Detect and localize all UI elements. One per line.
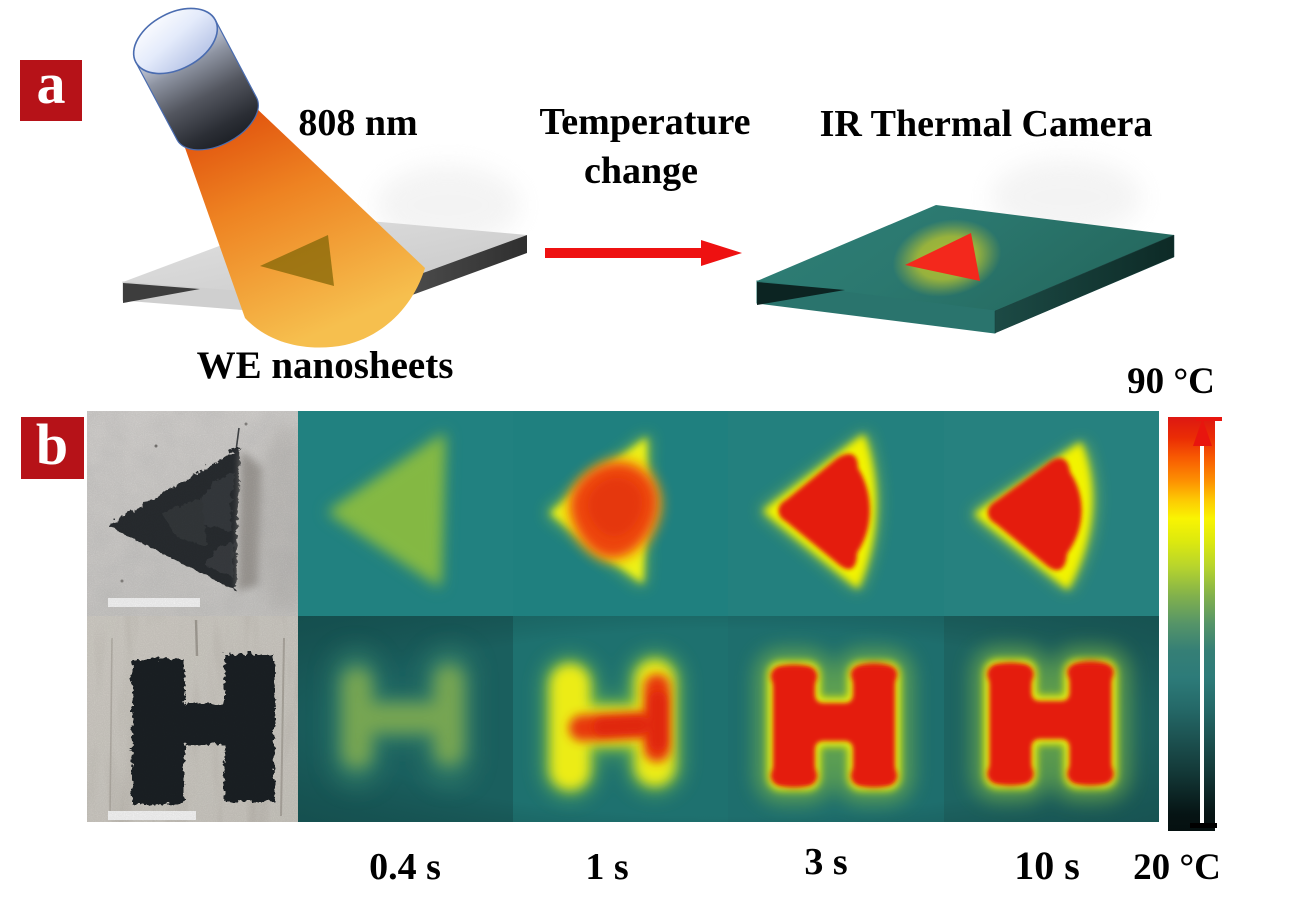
svg-text:Temperature: Temperature <box>539 101 750 143</box>
svg-text:808 nm: 808 nm <box>298 102 417 144</box>
svg-text:20 °C: 20 °C <box>1133 847 1221 888</box>
svg-text:90 °C: 90 °C <box>1127 361 1215 402</box>
svg-text:WE nanosheets: WE nanosheets <box>197 344 454 387</box>
svg-text:10 s: 10 s <box>1014 843 1080 888</box>
svg-text:0.4 s: 0.4 s <box>369 846 441 888</box>
svg-text:3 s: 3 s <box>804 841 847 883</box>
svg-text:1 s: 1 s <box>585 846 628 888</box>
svg-text:change: change <box>584 150 698 192</box>
svg-text:IR Thermal Camera: IR Thermal Camera <box>820 103 1153 145</box>
svg-text:a: a <box>37 51 66 116</box>
svg-text:b: b <box>36 412 68 477</box>
